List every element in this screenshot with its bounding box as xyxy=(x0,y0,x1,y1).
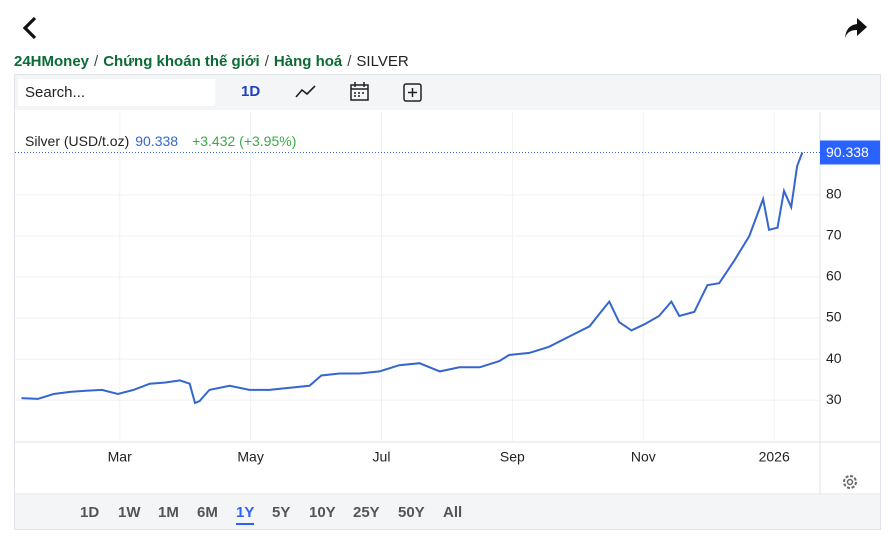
range-button[interactable]: 1M xyxy=(158,504,179,521)
last-price-label: 90.338 xyxy=(826,144,869,160)
search-box[interactable]: Search... xyxy=(18,79,215,106)
x-tick-label: May xyxy=(237,449,263,465)
y-tick-label: 60 xyxy=(826,268,842,284)
back-button[interactable] xyxy=(18,15,44,41)
range-button[interactable]: All xyxy=(443,504,463,521)
breadcrumb-link[interactable]: Chứng khoán thế giới xyxy=(103,53,260,70)
range-button[interactable]: 1W xyxy=(118,504,141,521)
breadcrumb-current: SILVER xyxy=(356,53,409,70)
x-tick-label: Nov xyxy=(631,449,656,465)
range-bar xyxy=(15,495,880,529)
range-button[interactable]: 5Y xyxy=(272,504,291,521)
x-tick-label: Mar xyxy=(108,449,132,465)
y-tick-label: 30 xyxy=(826,391,842,407)
chart-widget xyxy=(14,74,881,530)
breadcrumb-link[interactable]: 24HMoney xyxy=(14,53,90,70)
interval-button[interactable]: 1D xyxy=(241,83,261,100)
legend-change: +3.432 (+3.95%) xyxy=(192,133,296,149)
last-price-box xyxy=(820,140,880,165)
y-tick-label: 70 xyxy=(826,227,842,243)
breadcrumb-separator: / xyxy=(94,53,99,70)
range-button[interactable]: 1D xyxy=(80,504,100,521)
breadcrumb-separator: / xyxy=(347,53,352,70)
y-tick-label: 50 xyxy=(826,309,842,325)
range-button[interactable]: 25Y xyxy=(353,504,380,521)
legend: Silver (USD/t.oz) 90.338 +3.432 (+3.95%) xyxy=(25,133,296,149)
range-button[interactable]: 1Y xyxy=(236,504,255,525)
calendar-button[interactable] xyxy=(349,81,371,103)
range-button[interactable]: 6M xyxy=(197,504,218,521)
add-indicator-button[interactable] xyxy=(402,82,424,104)
x-tick-label: Jul xyxy=(373,449,391,465)
breadcrumb: 24HMoney / Chứng khoán thế giới / Hàng hoá / S… xyxy=(14,53,409,70)
x-tick-label: Sep xyxy=(500,449,525,465)
breadcrumb-separator: / xyxy=(264,53,269,70)
price-line xyxy=(21,152,804,405)
breadcrumb-link[interactable]: Hàng hoá xyxy=(273,53,343,70)
y-tick-label: 80 xyxy=(826,186,842,202)
legend-price: 90.338 xyxy=(135,133,178,149)
y-tick-label: 40 xyxy=(826,350,842,366)
settings-button[interactable] xyxy=(843,475,857,489)
range-button[interactable]: 50Y xyxy=(398,504,425,521)
legend-name: Silver (USD/t.oz) xyxy=(25,133,129,149)
chart-style-button[interactable] xyxy=(294,82,318,102)
x-tick-label: 2026 xyxy=(759,449,790,465)
share-button[interactable] xyxy=(843,15,869,41)
range-button[interactable]: 10Y xyxy=(309,504,336,521)
